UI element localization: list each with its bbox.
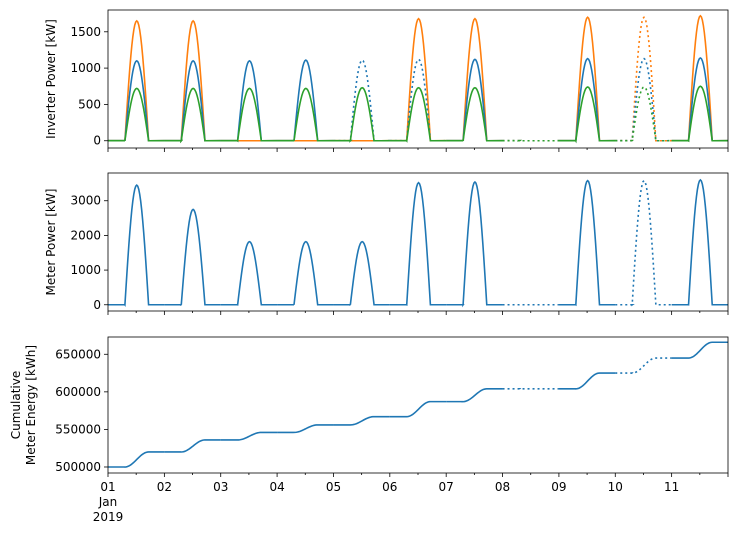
series-line-segment <box>164 88 220 140</box>
cumulative-line-segment <box>333 417 389 425</box>
x-tick-label: 08 <box>495 480 510 494</box>
series-line-segment <box>446 88 502 141</box>
x-tick-label: 02 <box>157 480 172 494</box>
series-line-segment <box>559 87 615 141</box>
series-line-segment <box>164 209 220 304</box>
series-line-segment <box>390 19 446 141</box>
meter-power-frame <box>108 173 728 311</box>
inverter-power-panel: 0 500 1000 1500 Inverter Power [kW] <box>44 10 728 152</box>
cumulative-energy-ylabel-line2: Meter Energy [kWh] <box>24 345 38 465</box>
x-axis-year-label: 2019 <box>93 510 124 524</box>
cumulative-energy-frame <box>108 337 728 473</box>
series-line-segment <box>333 242 389 305</box>
cumulative-line-segment <box>221 432 277 440</box>
meter-power-ylabel: Meter Power [kW] <box>44 189 58 296</box>
series-line-segment <box>108 21 164 141</box>
meter-power-y-axis: 0 1000 2000 3000 <box>70 194 108 312</box>
series-line-segment <box>615 181 671 305</box>
series-line-segment <box>559 181 615 305</box>
series-line-segment <box>277 242 333 305</box>
y-tick-label: 1500 <box>70 25 101 39</box>
inverter-power-plot-area <box>108 16 728 141</box>
series-line-segment <box>672 86 728 140</box>
cumulative-line-segment <box>164 440 220 452</box>
series-line-segment <box>108 61 164 141</box>
y-tick-label: 3000 <box>70 194 101 208</box>
series-line-segment <box>277 60 333 141</box>
series-line-segment <box>221 61 277 141</box>
y-tick-label: 550000 <box>55 422 101 436</box>
x-tick-label: 09 <box>551 480 566 494</box>
x-tick-label: 04 <box>269 480 284 494</box>
series-line-segment <box>672 58 728 141</box>
x-tick-label: 11 <box>664 480 679 494</box>
cumulative-energy-x-axis: 01 02 03 04 05 06 07 08 09 10 11 <box>100 473 728 494</box>
series-line-segment <box>672 180 728 305</box>
x-axis-month-label: Jan <box>98 495 118 509</box>
y-tick-label: 2000 <box>70 228 101 242</box>
inverter-power-ylabel: Inverter Power [kW] <box>44 19 58 139</box>
series-line-segment <box>672 16 728 141</box>
series-line-segment <box>446 182 502 305</box>
series-line-segment <box>446 59 502 140</box>
series-line-segment <box>164 61 220 141</box>
inverter-power-x-axis <box>108 148 728 152</box>
series-line-segment <box>221 88 277 140</box>
series-line-segment <box>221 242 277 305</box>
y-tick-label: 0 <box>93 298 101 312</box>
cumulative-energy-ylabel-line1: Cumulative <box>9 371 23 440</box>
series-line-segment <box>333 88 389 141</box>
series-line-segment <box>559 59 615 141</box>
series-line-segment <box>390 183 446 305</box>
series-line-segment <box>164 21 220 141</box>
meter-power-panel: 0 1000 2000 3000 Meter Power [kW] <box>44 173 728 315</box>
cumulative-line-segment <box>559 373 615 389</box>
x-tick-label: 01 <box>100 480 115 494</box>
x-tick-label: 10 <box>608 480 623 494</box>
x-tick-label: 03 <box>213 480 228 494</box>
series-line-segment <box>277 88 333 140</box>
y-tick-label: 1000 <box>70 263 101 277</box>
series-line-segment <box>615 87 671 141</box>
x-tick-label: 05 <box>326 480 341 494</box>
cumulative-line-segment <box>108 452 164 467</box>
series-line-segment <box>333 60 389 141</box>
cumulative-line-segment <box>672 342 728 358</box>
series-line-segment <box>390 88 446 141</box>
x-tick-label: 07 <box>439 480 454 494</box>
cumulative-energy-y-axis: 500000 550000 600000 650000 <box>55 347 108 474</box>
series-line-segment <box>108 88 164 140</box>
x-tick-label: 06 <box>382 480 397 494</box>
y-tick-label: 0 <box>93 134 101 148</box>
cumulative-line-segment <box>615 358 671 373</box>
inverter-power-y-axis: 0 500 1000 1500 <box>70 25 108 148</box>
y-tick-label: 600000 <box>55 385 101 399</box>
series-line-segment <box>559 17 615 140</box>
cumulative-line-segment <box>390 402 446 417</box>
series-line-segment <box>615 59 671 141</box>
series-line-segment <box>615 17 671 140</box>
y-tick-label: 500000 <box>55 460 101 474</box>
cumulative-line-segment <box>277 425 333 433</box>
y-tick-label: 500 <box>78 97 101 111</box>
meter-power-x-axis <box>108 311 728 315</box>
cumulative-energy-plot-area <box>108 342 728 467</box>
series-line-segment <box>108 185 164 305</box>
series-line-segment <box>390 59 446 140</box>
series-line-segment <box>446 19 502 141</box>
meter-power-plot-area <box>108 180 728 305</box>
y-tick-label: 650000 <box>55 347 101 361</box>
y-tick-label: 1000 <box>70 61 101 75</box>
cumulative-line-segment <box>446 389 502 402</box>
